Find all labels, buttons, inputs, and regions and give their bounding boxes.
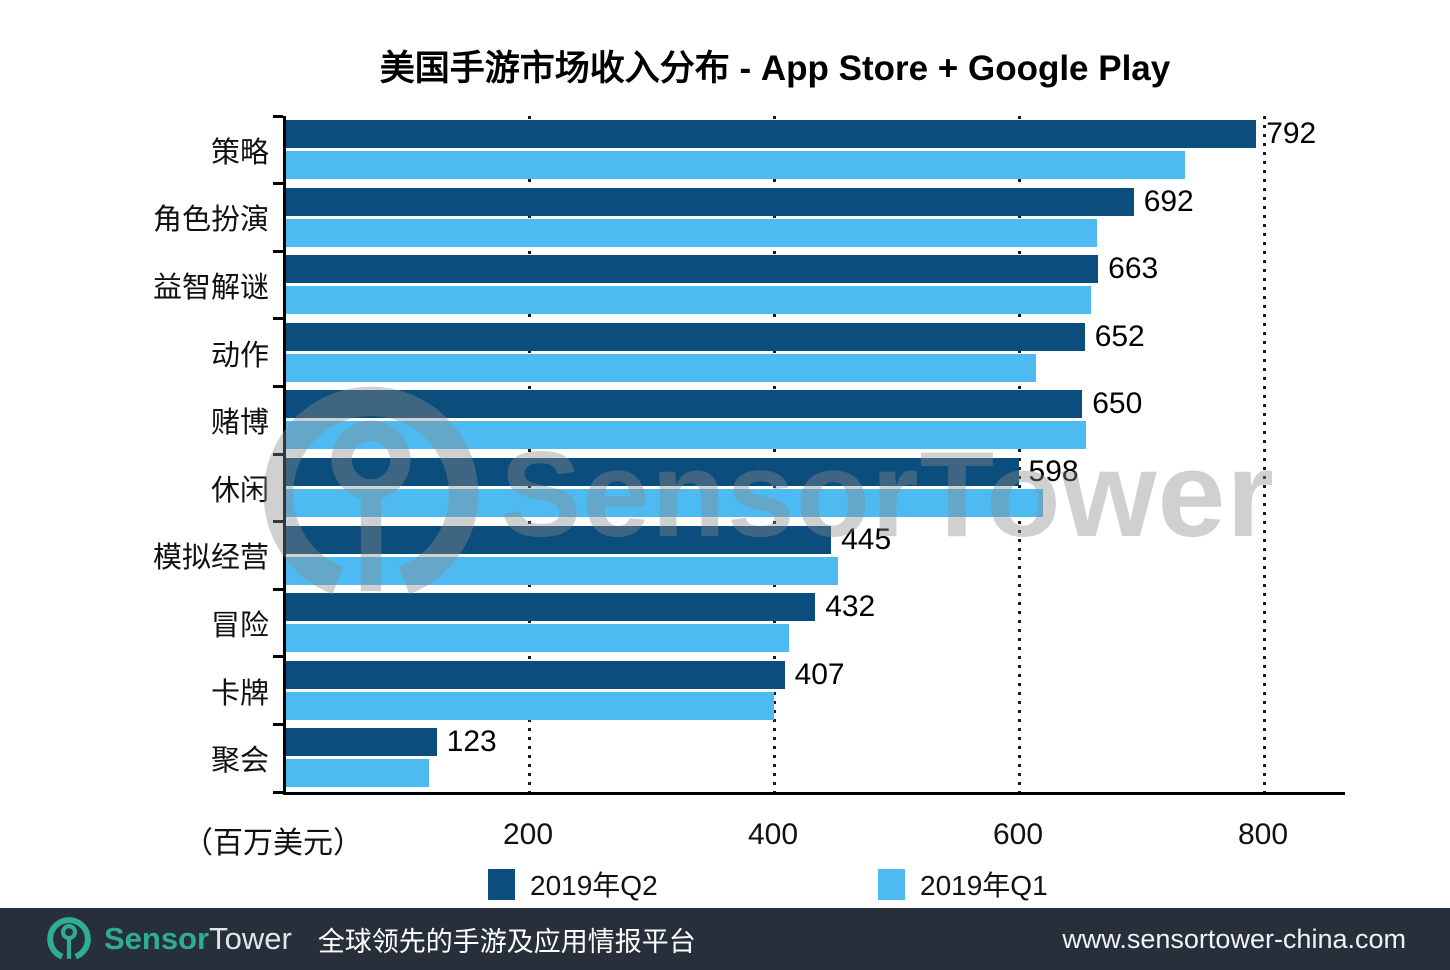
- bar-2019q2: [286, 660, 785, 689]
- gridline-400: [773, 116, 776, 792]
- category-label: 策略: [210, 136, 269, 169]
- bar-group: 动作 652: [211, 319, 1345, 387]
- bar-rows: 策略 792 角色扮演 692 益智解谜 663 动作 652 赌博 650 休闲 598 模拟经营 44…: [153, 116, 1345, 792]
- category-label: 卡牌: [210, 677, 269, 710]
- bar-2019q2: [286, 728, 437, 757]
- gridline-800: [1263, 116, 1266, 792]
- y-axis-tick: [273, 722, 283, 726]
- bar-group: 冒险 432: [211, 589, 1345, 657]
- y-axis-tick: [273, 520, 283, 524]
- legend-swatch-2019q2: [488, 868, 515, 900]
- gridline-200: [528, 116, 531, 792]
- bar-2019q1: [286, 624, 790, 653]
- legend-label-2019q2: 2019年Q2: [530, 870, 658, 901]
- y-axis-tick: [273, 655, 283, 659]
- bar-2019q1: [286, 151, 1186, 179]
- bar-group: 角色扮演 692: [153, 184, 1345, 252]
- value-label: 663: [1108, 252, 1159, 286]
- y-axis-tick: [273, 384, 283, 388]
- legend: 2019年Q2 2019年Q1: [0, 864, 1450, 901]
- value-label: 123: [446, 725, 497, 759]
- footer-tagline: 全球领先的手游及应用情报平台: [317, 926, 696, 957]
- footer-bar: SensorTower 全球领先的手游及应用情报平台 www.sensortow…: [0, 908, 1450, 970]
- bar-2019q2: [286, 457, 1019, 486]
- bar-2019q1: [286, 218, 1097, 247]
- value-label: 407: [794, 657, 845, 691]
- y-axis-tick: [273, 790, 283, 794]
- x-tick-label: 400: [747, 818, 799, 851]
- bar-2019q2: [286, 255, 1099, 284]
- value-label: 445: [841, 522, 892, 556]
- x-tick-label: 800: [1237, 818, 1289, 851]
- bar-group: 益智解谜 663: [153, 251, 1345, 319]
- bar-group: 赌博 650: [211, 386, 1345, 454]
- bar-2019q1: [286, 286, 1091, 315]
- value-label: 432: [825, 590, 876, 624]
- footer-brand-sensor: Sensor: [104, 921, 210, 956]
- x-axis-unit-label: （百万美元）: [183, 827, 363, 860]
- value-label: 598: [1028, 454, 1079, 488]
- value-label: 792: [1266, 117, 1317, 150]
- bar-2019q1: [286, 488, 1044, 517]
- category-label: 益智解谜: [152, 271, 269, 304]
- bar-2019q1: [286, 353, 1036, 382]
- bar-2019q2: [286, 322, 1085, 351]
- category-label: 模拟经营: [152, 542, 269, 575]
- legend-item-2019q2: 2019年Q2: [488, 864, 658, 904]
- bar-2019q1: [286, 421, 1086, 450]
- bar-group: 策略 792: [211, 116, 1345, 184]
- bar-group: 休闲 598: [211, 454, 1345, 522]
- bar-2019q1: [286, 556, 839, 585]
- category-label: 聚会: [210, 745, 269, 778]
- bar-2019q2: [286, 120, 1257, 148]
- y-axis-tick: [273, 114, 283, 118]
- bar-2019q1: [286, 691, 774, 720]
- gridline-600: [1018, 116, 1021, 792]
- category-label: 休闲: [210, 474, 269, 507]
- bar-2019q2: [286, 390, 1083, 419]
- bar-group: 卡牌 407: [211, 657, 1345, 725]
- y-axis-tick: [273, 182, 283, 186]
- bar-2019q1: [286, 759, 430, 788]
- value-label: 692: [1143, 184, 1194, 218]
- bar-2019q2: [286, 187, 1134, 216]
- plot-area: 策略 792 角色扮演 692 益智解谜 663 动作 652 赌博 650 休闲 598 模拟经营 44…: [153, 114, 1345, 795]
- footer-brand: SensorTower: [104, 921, 292, 957]
- bar-2019q2: [286, 525, 832, 554]
- bar-group: 聚会 123: [211, 724, 1345, 792]
- chart-title: 美国手游市场收入分布 - App Store + Google Play: [379, 49, 1171, 88]
- y-axis-tick: [273, 452, 283, 456]
- bar-2019q2: [286, 593, 816, 622]
- x-tick-label: 200: [502, 818, 554, 851]
- legend-item-2019q1: 2019年Q1: [878, 864, 1048, 904]
- legend-swatch-2019q1: [878, 868, 905, 900]
- footer-url: www.sensortower-china.com: [1062, 923, 1406, 954]
- value-label: 652: [1094, 319, 1145, 353]
- footer-brand-tower: Tower: [209, 921, 292, 956]
- sensortower-logo-icon: [47, 917, 91, 961]
- value-label: 650: [1092, 387, 1143, 421]
- category-label: 角色扮演: [152, 204, 269, 237]
- category-label: 赌博: [210, 407, 269, 440]
- y-axis-tick: [273, 249, 283, 253]
- bar-group: 模拟经营 445: [153, 522, 1345, 590]
- legend-label-2019q1: 2019年Q1: [920, 870, 1048, 901]
- category-label: 动作: [210, 339, 269, 372]
- y-axis-tick: [273, 587, 283, 591]
- x-tick-label: 600: [992, 818, 1044, 851]
- category-label: 冒险: [210, 609, 269, 642]
- y-axis-tick: [273, 317, 283, 321]
